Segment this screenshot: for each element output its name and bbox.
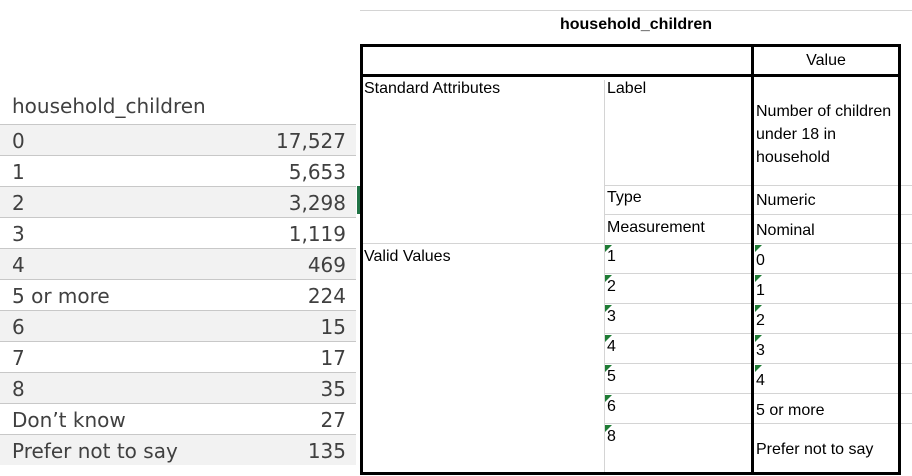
freq-row-label: Prefer not to say bbox=[12, 439, 178, 463]
code-value[interactable]: 4 bbox=[607, 338, 616, 355]
error-indicator-icon bbox=[755, 245, 762, 252]
value-header: Value bbox=[806, 52, 846, 69]
freq-row[interactable]: 8 35 bbox=[0, 372, 356, 403]
freq-row-count: 5,653 bbox=[288, 160, 346, 184]
frequency-table-title: household_children bbox=[12, 94, 206, 118]
codebook-table: household_children Value Standard Attrib… bbox=[360, 0, 912, 476]
freq-row-label: 8 bbox=[12, 377, 25, 401]
error-indicator-icon bbox=[605, 425, 612, 432]
freq-row-label: 0 bbox=[12, 129, 25, 153]
freq-row-label: 2 bbox=[12, 191, 25, 215]
freq-row-count: 17 bbox=[320, 346, 346, 370]
freq-row[interactable]: Prefer not to say 135 bbox=[0, 434, 356, 465]
freq-row-label: 1 bbox=[12, 160, 25, 184]
code-value[interactable]: 3 bbox=[607, 308, 616, 325]
freq-row-label: 7 bbox=[12, 346, 25, 370]
code-value[interactable]: 1 bbox=[607, 248, 616, 265]
code-value[interactable]: 8 bbox=[607, 428, 616, 445]
grid-line bbox=[604, 80, 605, 472]
freq-row-count: 3,298 bbox=[288, 191, 346, 215]
freq-row-label: Don’t know bbox=[12, 408, 126, 432]
code-value[interactable]: 5 bbox=[607, 368, 616, 385]
freq-row[interactable]: 0 17,527 bbox=[0, 124, 356, 155]
border-line bbox=[898, 44, 901, 475]
code-label[interactable]: 3 bbox=[756, 342, 765, 359]
freq-row-count: 469 bbox=[307, 253, 346, 277]
frequency-table: household_children 0 17,527 1 5,653 2 3,… bbox=[0, 0, 360, 476]
border-line bbox=[360, 44, 363, 475]
code-value[interactable]: 2 bbox=[607, 278, 616, 295]
code-label[interactable]: 5 or more bbox=[756, 402, 825, 419]
grid-line bbox=[604, 185, 912, 186]
border-line bbox=[751, 44, 754, 475]
measurement-value: Nominal bbox=[756, 222, 815, 239]
freq-row-label: 3 bbox=[12, 222, 25, 246]
grid-line bbox=[604, 273, 912, 274]
freq-row-count: 15 bbox=[320, 315, 346, 339]
error-indicator-icon bbox=[755, 335, 762, 342]
freq-row-label: 6 bbox=[12, 315, 25, 339]
error-indicator-icon bbox=[755, 305, 762, 312]
freq-row-label: 4 bbox=[12, 253, 25, 277]
grid-line bbox=[604, 423, 912, 424]
border-line bbox=[360, 472, 901, 475]
standard-attributes-label: Standard Attributes bbox=[364, 80, 501, 97]
error-indicator-icon bbox=[605, 275, 612, 282]
error-indicator-icon bbox=[755, 365, 762, 372]
code-label[interactable]: 1 bbox=[756, 282, 765, 299]
freq-row[interactable]: 4 469 bbox=[0, 248, 356, 279]
codebook-title: household_children bbox=[559, 16, 712, 33]
code-label[interactable]: 0 bbox=[756, 252, 765, 269]
freq-row[interactable]: 5 or more 224 bbox=[0, 279, 356, 310]
freq-row[interactable]: 1 5,653 bbox=[0, 155, 356, 186]
grid-line bbox=[604, 303, 912, 304]
error-indicator-icon bbox=[605, 245, 612, 252]
freq-row-count: 17,527 bbox=[276, 129, 346, 153]
grid-line bbox=[360, 243, 912, 244]
freq-row-label: 5 or more bbox=[12, 284, 110, 308]
freq-row[interactable]: 6 15 bbox=[0, 310, 356, 341]
grid-line bbox=[604, 333, 912, 334]
type-key: Type bbox=[607, 189, 642, 206]
freq-row-count: 1,119 bbox=[288, 222, 346, 246]
measurement-key: Measurement bbox=[607, 219, 705, 236]
code-label[interactable]: Prefer not to say bbox=[756, 441, 874, 458]
grid-line bbox=[604, 363, 912, 364]
label-value: Number of children under 18 in household bbox=[756, 103, 892, 166]
freq-row-count: 35 bbox=[320, 377, 346, 401]
border-line bbox=[360, 44, 901, 47]
freq-row[interactable]: 2 3,298 bbox=[0, 186, 356, 217]
freq-row[interactable]: 7 17 bbox=[0, 341, 356, 372]
freq-row-count: 135 bbox=[307, 439, 346, 463]
type-value: Numeric bbox=[756, 192, 816, 209]
error-indicator-icon bbox=[605, 365, 612, 372]
freq-row[interactable]: 3 1,119 bbox=[0, 217, 356, 248]
freq-row-count: 224 bbox=[307, 284, 346, 308]
label-key: Label bbox=[607, 80, 647, 97]
error-indicator-icon bbox=[605, 395, 612, 402]
freq-row-count: 27 bbox=[320, 408, 346, 432]
valid-values-label: Valid Values bbox=[364, 248, 451, 265]
code-value[interactable]: 6 bbox=[607, 398, 616, 415]
grid-line bbox=[604, 214, 912, 215]
error-indicator-icon bbox=[605, 335, 612, 342]
code-label[interactable]: 4 bbox=[756, 372, 765, 389]
error-indicator-icon bbox=[755, 275, 762, 282]
border-line bbox=[360, 74, 901, 77]
selection-marker bbox=[357, 186, 360, 214]
freq-row[interactable]: Don’t know 27 bbox=[0, 403, 356, 434]
code-label[interactable]: 2 bbox=[756, 312, 765, 329]
grid-line bbox=[604, 393, 912, 394]
grid-line bbox=[360, 10, 912, 11]
error-indicator-icon bbox=[605, 305, 612, 312]
